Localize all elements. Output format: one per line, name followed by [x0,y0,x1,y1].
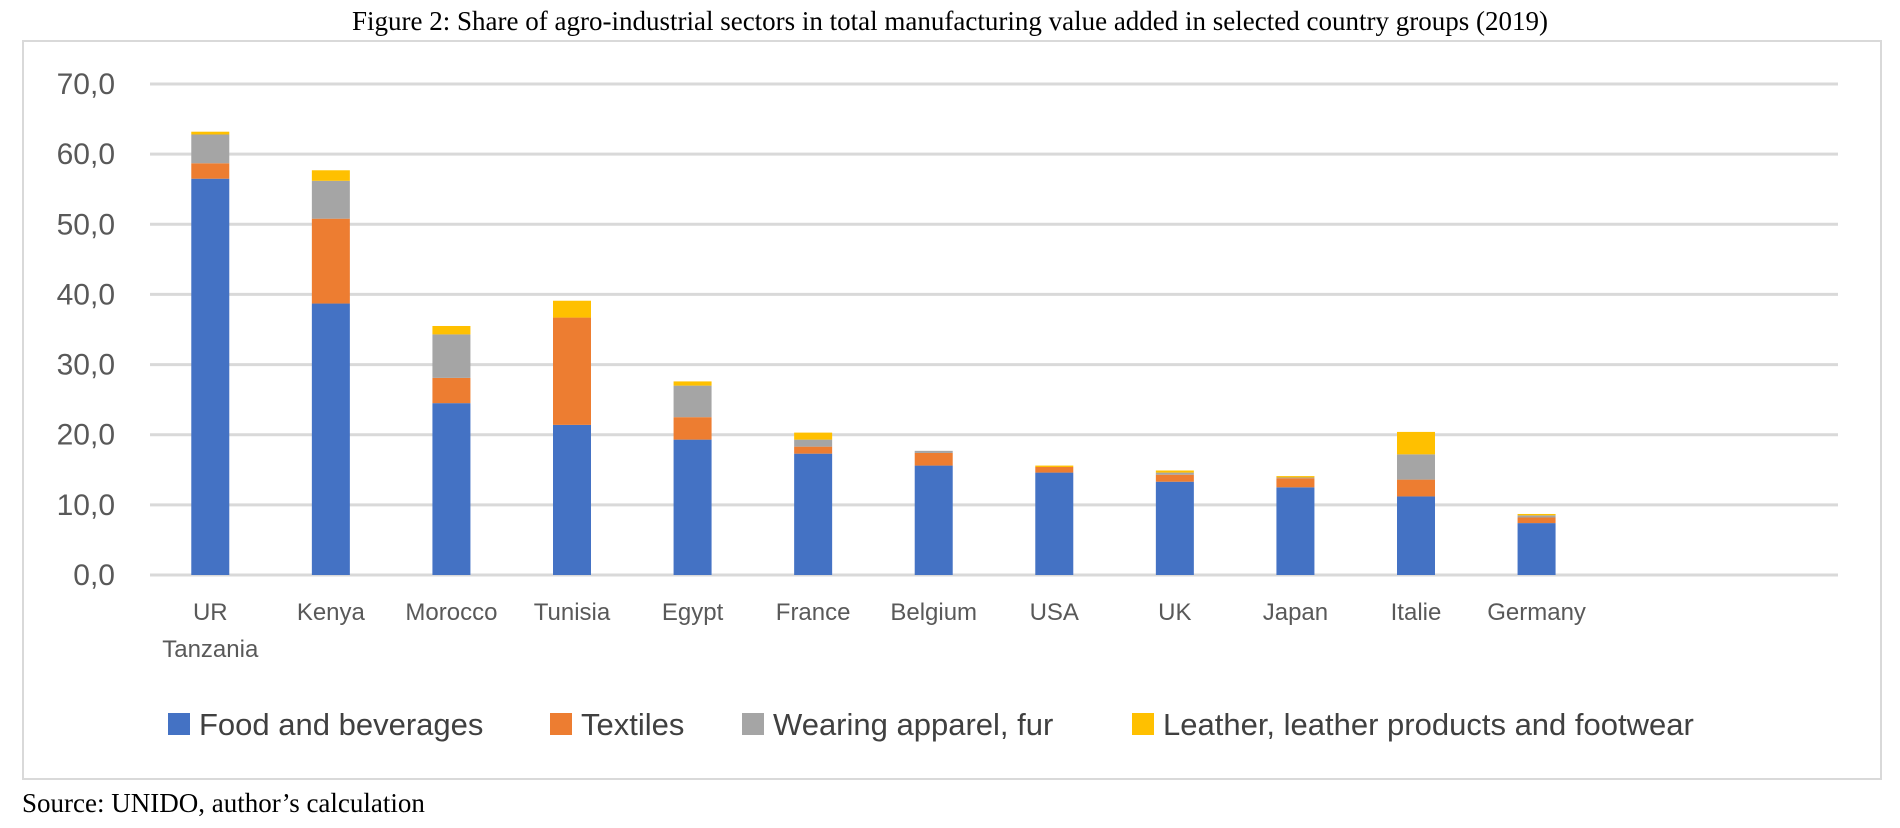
bar-segment [794,446,833,454]
bar-segment [1397,479,1435,497]
bar-segment [1276,478,1315,488]
bar-segment [1517,523,1556,575]
x-category-label: Japan [1263,599,1328,626]
x-category-label: Morocco [405,599,497,626]
bar-segment [673,385,712,418]
gridlines [150,82,1838,577]
x-category-label: UK [1158,599,1191,626]
y-axis-ticks: 0,0 10,0 20,0 30,0 40,0 50,0 60,0 70,0 [57,68,115,592]
x-category-label: USA [1030,599,1079,626]
bar-stack [553,300,591,575]
y-tick-label: 40,0 [57,278,115,311]
legend-swatch [550,713,572,735]
legend-label: Food and beverages [199,707,483,742]
bar-segment [1397,496,1435,575]
bar-segment [1276,476,1315,478]
bar-stack [1397,431,1435,575]
y-tick-label: 30,0 [57,349,115,382]
bar-segment [553,300,591,318]
bar-segment [673,439,712,575]
bar-segment [1035,472,1074,575]
legend-item: Wearing apparel, fur [742,707,1053,742]
bar-segment [1517,513,1556,516]
x-category-label: Germany [1487,599,1586,626]
bar-segment [432,403,471,575]
bar-segment [914,465,953,575]
bar-segment [191,163,230,179]
y-tick-label: 70,0 [57,68,115,101]
bar-segment [1276,487,1315,575]
bar-stack [1155,470,1194,575]
x-category-label: Tunisia [534,599,611,626]
legend-item: Leather, leather products and footwear [1132,707,1694,742]
bar-segment [1035,465,1074,467]
bar-segment [1397,454,1435,480]
bar-segment [553,317,591,425]
y-tick-label: 20,0 [57,419,115,452]
bar-segment [191,178,230,575]
legend-item: Food and beverages [168,707,483,742]
bar-stack [1035,465,1074,575]
bar-segment [553,424,591,575]
legend-swatch [168,713,190,735]
bar-stack [914,450,953,575]
y-tick-label: 0,0 [73,559,115,592]
x-category-label: Italie [1391,599,1442,626]
legend: Food and beverages Textiles Wearing appare… [168,707,1694,742]
bar-segment [311,303,350,575]
x-category-label: Belgium [890,599,977,626]
bar-segment [673,417,712,440]
bar-stack [1517,513,1556,575]
legend-label: Leather, leather products and footwear [1163,707,1694,742]
y-tick-label: 50,0 [57,208,115,241]
chart-frame [22,40,1882,780]
legend-swatch [1132,713,1154,735]
bar-segment [1035,466,1074,473]
figure-title: Figure 2: Share of agro-industrial secto… [352,6,1548,36]
bar-segment [1517,515,1556,518]
bar-segment [794,432,833,440]
bar-stack [311,170,350,575]
bar-segment [794,453,833,575]
legend-label: Wearing apparel, fur [773,707,1053,742]
bar-segment [191,131,230,135]
bar-segment [1155,474,1194,482]
x-category-label: Kenya [297,599,366,626]
bar-stack [432,325,471,575]
x-category-label: UR [193,599,228,626]
legend-item: Textiles [550,707,684,742]
bar-segment [794,439,833,447]
bar-segment [191,134,230,164]
source-note: Source: UNIDO, author’s calculation [22,788,425,818]
x-category-label: Egypt [662,599,724,626]
bar-stack [1276,476,1315,575]
bar-segment [1397,431,1435,455]
y-tick-label: 10,0 [57,489,115,522]
bar-segment [1517,517,1556,524]
bar-segment [432,377,471,404]
bar-segment [311,180,350,219]
bars [191,131,1556,575]
bar-segment [1276,477,1315,479]
bar-segment [311,218,350,304]
x-category-label: Tanzania [162,636,259,663]
bar-stack [673,381,712,575]
legend-label: Textiles [581,707,684,742]
bar-stack [794,432,833,575]
bar-segment [914,450,953,453]
bar-segment [914,452,953,466]
x-axis-categories: UR Tanzania Kenya Morocco Tunisia Egypt France… [162,599,1586,663]
x-category-label: France [776,599,851,626]
bar-stack [191,131,230,575]
bar-segment [1155,470,1194,473]
legend-swatch [742,713,764,735]
bar-segment [432,334,471,378]
bar-segment [1155,481,1194,575]
bar-segment [311,170,350,181]
bar-segment [432,325,471,335]
bar-segment [1155,472,1194,475]
bar-segment [673,381,712,386]
y-tick-label: 60,0 [57,138,115,171]
